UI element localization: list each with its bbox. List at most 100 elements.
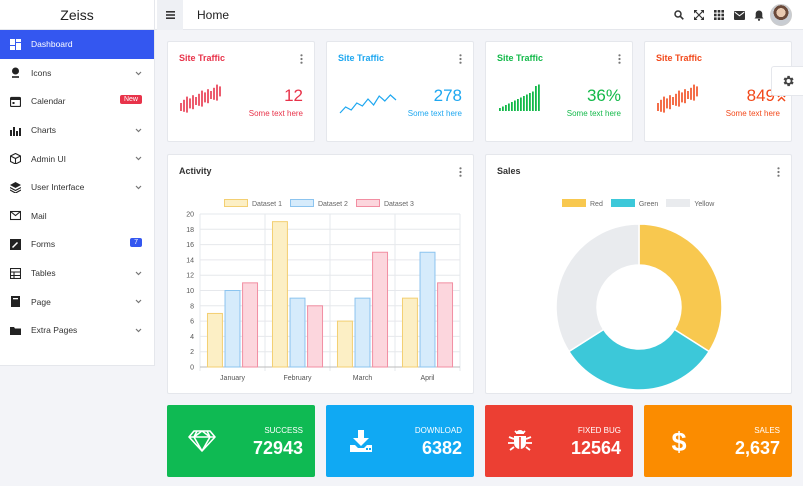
chevron-down-icon	[135, 326, 142, 333]
bar[interactable]	[206, 312, 223, 368]
pencil-icon	[10, 238, 21, 250]
chevron-down-icon	[135, 126, 142, 133]
topbar-actions	[673, 9, 765, 21]
legend-item[interactable]: Green	[610, 199, 658, 208]
sales-card: Sales Red Green Yellow	[485, 154, 792, 394]
stat-card-3: Site Traffic 36% Some text here	[485, 41, 633, 142]
bar-chart-icon	[10, 125, 21, 136]
stat-value: 12	[284, 86, 303, 105]
chevron-down-icon	[135, 183, 142, 190]
bar[interactable]	[271, 221, 288, 368]
user-avatar[interactable]	[770, 4, 792, 26]
y-tick-label: 10	[186, 288, 194, 295]
y-tick-label: 2	[190, 349, 194, 356]
mail-icon[interactable]	[733, 9, 745, 21]
mail-icon	[10, 210, 21, 221]
sidebar-item-forms[interactable]: Forms 7	[0, 230, 154, 259]
stat-card-title: Site Traffic	[338, 53, 385, 63]
bar[interactable]	[419, 251, 436, 368]
sidebar-item-dashboard[interactable]: Dashboard	[0, 30, 154, 59]
x-tick-label: January	[220, 375, 245, 382]
bar[interactable]	[354, 297, 371, 368]
sparkline-bars	[180, 84, 221, 113]
y-tick-label: 0	[190, 365, 194, 372]
layers-icon	[10, 181, 21, 193]
stat-subtitle: Some text here	[566, 109, 621, 118]
download-icon	[346, 427, 376, 455]
stat-subtitle: Some text here	[248, 109, 303, 118]
more-vert-icon[interactable]	[618, 54, 621, 64]
sidebar-badge: 7	[130, 238, 142, 248]
spark-bar	[523, 96, 525, 111]
bar[interactable]	[289, 297, 306, 368]
chevron-down-icon	[135, 69, 142, 76]
sidebar-item-calendar[interactable]: Calendar New	[0, 87, 154, 116]
sidebar-item-label: Admin UI	[31, 153, 66, 164]
sales-legend: Red Green Yellow	[562, 199, 714, 208]
sparkline-rising	[499, 84, 540, 111]
donut-slice[interactable]	[567, 328, 711, 391]
tile-label: SUCCESS	[264, 426, 303, 435]
legend-item[interactable]: Dataset 1	[224, 199, 282, 208]
legend-label: Dataset 2	[317, 201, 348, 208]
bar[interactable]	[336, 320, 353, 368]
stat-value: 849	[746, 86, 775, 105]
tile-download: DOWNLOAD 6382	[326, 405, 474, 477]
sidebar-item-icons[interactable]: Icons	[0, 59, 154, 88]
legend-item[interactable]: Dataset 2	[289, 199, 348, 208]
more-vert-icon[interactable]	[777, 167, 780, 177]
stat-value: 36%	[586, 86, 621, 105]
chevron-down-icon	[135, 154, 142, 161]
sidebar-badge: New	[119, 95, 142, 105]
sidebar-item-page[interactable]: Page	[0, 287, 154, 316]
sidebar-item-user-interface[interactable]: User Interface	[0, 173, 154, 202]
sidebar-item-admin-ui[interactable]: Admin UI	[0, 144, 154, 173]
bar[interactable]	[437, 282, 454, 368]
sales-title: Sales	[497, 166, 521, 176]
y-tick-label: 8	[190, 303, 194, 310]
sidebar-item-mail[interactable]: Mail	[0, 202, 154, 231]
legend-item[interactable]: Yellow	[666, 199, 714, 208]
donut-slice[interactable]	[638, 223, 723, 353]
sidebar-item-charts[interactable]: Charts	[0, 116, 154, 145]
legend-label: Dataset 1	[252, 201, 282, 208]
bar[interactable]	[242, 282, 259, 368]
legend-swatch	[666, 199, 691, 207]
spark-bar	[526, 94, 528, 111]
legend-item[interactable]: Dataset 3	[355, 199, 414, 208]
sidebar-item-tables[interactable]: Tables	[0, 259, 154, 288]
sales-donut-chart	[555, 223, 723, 391]
more-vert-icon[interactable]	[459, 167, 462, 177]
activity-title: Activity	[179, 166, 212, 176]
sidebar-item-label: Dashboard	[31, 39, 73, 50]
search-icon[interactable]	[673, 9, 685, 21]
legend-item[interactable]: Red	[562, 199, 603, 208]
bar[interactable]	[224, 290, 241, 368]
expand-icon[interactable]	[693, 9, 705, 21]
more-vert-icon[interactable]	[459, 54, 462, 64]
brand-logo[interactable]: Zeiss	[0, 0, 155, 30]
x-tick-label: March	[353, 375, 373, 382]
folder-icon	[10, 325, 21, 336]
donut-slice[interactable]	[555, 223, 640, 353]
bar[interactable]	[372, 251, 389, 368]
more-vert-icon[interactable]	[300, 54, 303, 64]
sidebar: Dashboard Icons Calendar New Charts Admin UI U…	[0, 30, 155, 366]
tile-value: 72943	[252, 438, 303, 458]
apps-grid-icon[interactable]	[713, 9, 725, 21]
bar[interactable]	[307, 305, 324, 368]
chevron-down-icon	[135, 297, 142, 304]
menu-toggle-button[interactable]	[157, 0, 183, 30]
tile-value: 6382	[421, 438, 462, 458]
sidebar-item-label: Icons	[31, 67, 52, 78]
tile-value: 2,637	[734, 438, 780, 458]
bar[interactable]	[401, 297, 418, 368]
spark-bar	[499, 108, 501, 111]
bell-icon[interactable]	[753, 9, 765, 21]
x-tick-label: February	[283, 375, 312, 382]
settings-gear-button[interactable]	[771, 66, 803, 96]
diamond-icon	[187, 427, 217, 455]
sidebar-item-extra-pages[interactable]: Extra Pages	[0, 316, 154, 345]
calendar-icon	[10, 96, 21, 107]
top-bar: Zeiss Home	[0, 0, 803, 30]
